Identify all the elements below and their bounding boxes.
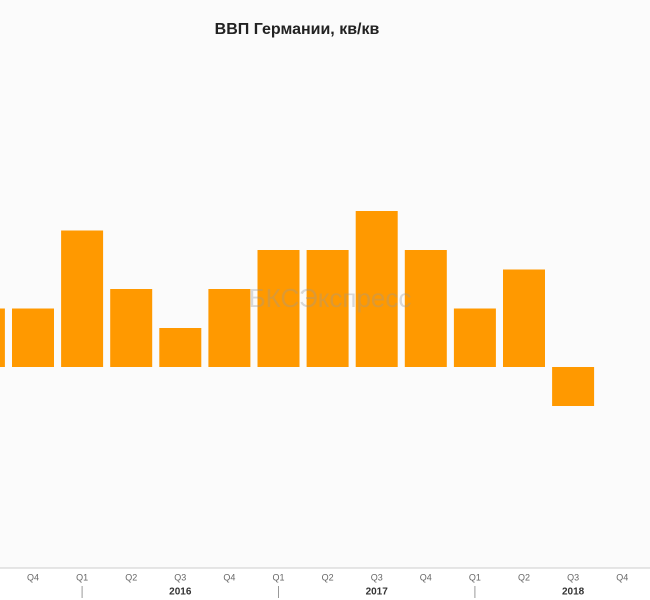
watermark: БКСЭкспресс xyxy=(249,283,412,313)
x-tick-label: Q3 xyxy=(371,572,383,582)
bar xyxy=(0,308,5,367)
year-label: 2018 xyxy=(562,587,585,598)
bar xyxy=(208,289,251,367)
bar xyxy=(159,328,202,367)
bar xyxy=(110,289,153,367)
x-tick-label: Q4 xyxy=(616,572,628,582)
x-tick-label: Q1 xyxy=(272,572,284,582)
bar xyxy=(552,367,595,406)
bar xyxy=(12,308,54,367)
x-tick-label: Q4 xyxy=(27,572,39,582)
bar xyxy=(404,250,447,367)
x-tick-label: Q2 xyxy=(322,572,334,582)
x-tick-label: Q1 xyxy=(76,572,88,582)
x-tick-label: Q2 xyxy=(518,572,530,582)
bar xyxy=(453,308,496,367)
x-tick-label: Q3 xyxy=(174,572,186,582)
year-label: 2017 xyxy=(366,587,389,598)
bar xyxy=(503,269,545,367)
x-tick-label: Q4 xyxy=(420,572,432,582)
x-tick-label: Q2 xyxy=(125,572,137,582)
x-tick-label: Q4 xyxy=(223,572,235,582)
chart-title: ВВП Германии, кв/кв xyxy=(215,21,380,38)
x-tick-label: Q3 xyxy=(567,572,579,582)
year-label: 2016 xyxy=(169,587,192,598)
bar xyxy=(257,250,300,367)
bar xyxy=(355,211,398,367)
bar xyxy=(61,230,104,367)
x-tick-label: Q1 xyxy=(469,572,481,582)
bar xyxy=(306,250,349,367)
